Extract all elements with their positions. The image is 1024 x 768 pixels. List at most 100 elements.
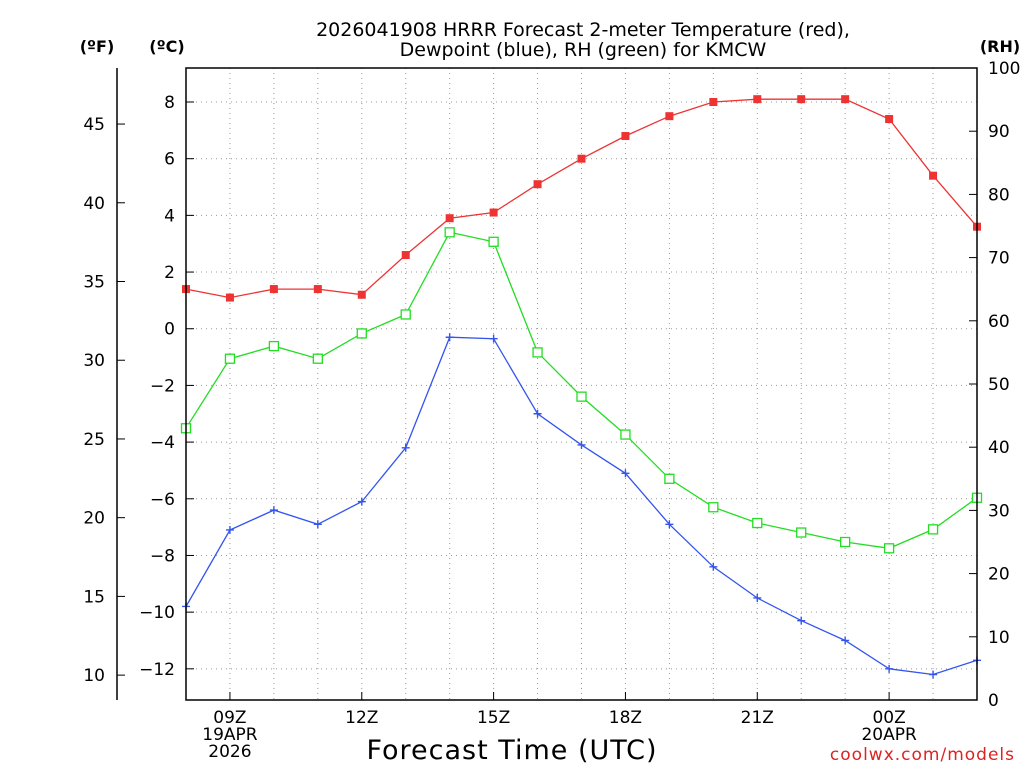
temperature-point	[885, 115, 894, 124]
temperature-point	[225, 293, 234, 302]
chart-title-line-2: Dewpoint (blue), RH (green) for KMCW	[400, 39, 767, 61]
x-tick-label: 18Z	[609, 708, 642, 728]
celsius-axis: 8 6 4 2 0 −2 −4 −6 −8 −10 −12	[139, 93, 194, 680]
rh-point	[840, 536, 851, 548]
celsius-unit-label: (ºC)	[149, 37, 184, 56]
celsius-tick-label: −8	[150, 546, 175, 566]
dewpoint-point	[313, 520, 322, 529]
rh-tick-label: 40	[988, 438, 1010, 458]
temperature-point	[489, 208, 498, 217]
rh-point	[576, 391, 587, 402]
celsius-tick-label: −4	[150, 433, 175, 453]
dewpoint-point	[225, 525, 234, 534]
celsius-tick-label: −12	[139, 660, 175, 680]
temperature-point	[269, 285, 278, 294]
rh-tick-label: 90	[988, 122, 1010, 142]
fahrenheit-tick-label: 25	[83, 430, 105, 450]
celsius-tick-label: −2	[150, 376, 175, 396]
rh-point	[400, 309, 411, 320]
dewpoint-point	[885, 664, 894, 673]
rh-point	[268, 340, 280, 352]
rh-tick-label: 70	[988, 249, 1010, 269]
fahrenheit-tick-label: 15	[83, 587, 105, 607]
celsius-tick-label: −6	[150, 490, 175, 510]
series-layer	[180, 95, 983, 679]
temperature-point	[357, 290, 366, 299]
temperature-point	[445, 214, 454, 223]
x-tick-label: 09Z	[213, 708, 246, 728]
rh-tick-label: 0	[988, 691, 999, 711]
celsius-tick-label: 4	[164, 206, 175, 226]
dewpoint-point	[797, 616, 806, 625]
dewpoint-point	[753, 593, 762, 602]
rh-point	[532, 347, 543, 358]
rh-point	[796, 527, 807, 538]
rh-line	[185, 231, 978, 549]
temperature-point	[797, 95, 806, 104]
dewpoint-point	[489, 334, 498, 343]
rh-point	[664, 473, 675, 484]
x-tick-label: 19APR	[202, 725, 258, 745]
dewpoint-point	[445, 333, 454, 342]
rh-point	[356, 328, 367, 339]
credit-text: coolwx.com/models	[830, 745, 1015, 765]
dewpoint-point	[841, 636, 850, 645]
grid-lines	[186, 68, 977, 700]
rh-tick-label: 100	[988, 59, 1020, 79]
dewpoint-point	[665, 520, 674, 529]
x-tick-label: 00Z	[872, 708, 905, 728]
rh-tick-label: 10	[988, 628, 1010, 648]
fahrenheit-unit-label: (ºF)	[80, 37, 115, 56]
x-tick-label: 20APR	[861, 725, 917, 745]
temperature-point	[621, 132, 630, 141]
temperature-point	[841, 95, 850, 104]
celsius-tick-label: 0	[164, 320, 175, 340]
rh-tick-label: 80	[988, 185, 1010, 205]
celsius-tick-label: 2	[164, 263, 175, 283]
dewpoint-point	[621, 469, 630, 478]
x-tick-label: 12Z	[345, 708, 378, 728]
rh-point	[708, 502, 719, 513]
dewpoint-point	[269, 506, 278, 515]
rh-point	[312, 353, 323, 364]
temperature-point	[709, 98, 718, 107]
fahrenheit-tick-label: 10	[83, 666, 105, 686]
rh-tick-label: 60	[988, 312, 1010, 332]
celsius-tick-label: 6	[164, 150, 175, 170]
x-tick-label: 2026	[208, 742, 251, 762]
temperature-point	[401, 251, 410, 260]
fahrenheit-tick-label: 45	[83, 115, 105, 135]
x-axis-label: Forecast Time (UTC)	[366, 735, 657, 766]
temperature-point	[753, 95, 762, 104]
chart-title-line-1: 2026041908 HRRR Forecast 2-meter Tempera…	[316, 19, 850, 41]
fahrenheit-tick-label: 20	[83, 509, 105, 529]
temperature-point	[577, 154, 586, 163]
rh-point	[488, 236, 499, 247]
fahrenheit-tick-label: 40	[83, 194, 105, 214]
rh-tick-label: 30	[988, 501, 1010, 521]
fahrenheit-tick-label: 30	[83, 351, 105, 371]
dewpoint-point	[401, 443, 410, 452]
rh-point	[883, 543, 895, 554]
rh-tick-label: 50	[988, 375, 1010, 395]
rh-point	[444, 227, 455, 238]
rh-point	[927, 524, 939, 535]
celsius-tick-label: −10	[139, 603, 175, 623]
dewpoint-point	[929, 670, 938, 679]
rh-unit-label: (RH)	[980, 37, 1020, 56]
chart-title: 2026041908 HRRR Forecast 2-meter Tempera…	[316, 19, 850, 61]
rh-point	[752, 517, 763, 529]
temperature-point	[665, 112, 674, 121]
fahrenheit-axis: 45 40 35 30 25 20 15 10	[83, 68, 125, 700]
temperature-point	[533, 180, 542, 189]
x-tick-label: 15Z	[477, 708, 510, 728]
dewpoint-point	[357, 497, 366, 506]
dewpoint-point	[533, 409, 542, 418]
celsius-tick-label: 8	[164, 93, 175, 113]
temperature-point	[313, 285, 322, 294]
dewpoint-point	[577, 440, 586, 449]
temperature-point	[929, 171, 938, 180]
